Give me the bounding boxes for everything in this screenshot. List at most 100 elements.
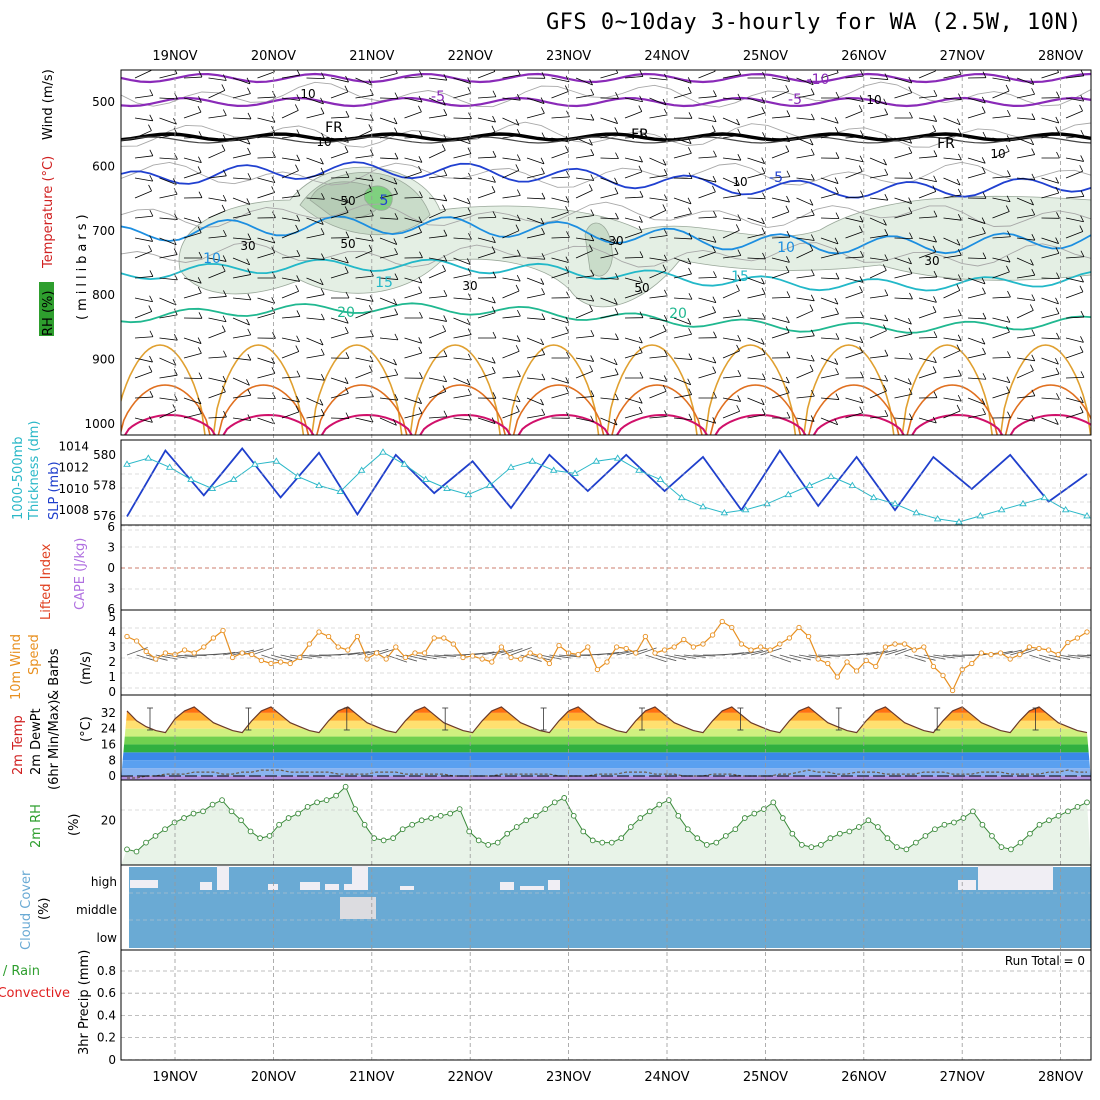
wind-barb: [992, 356, 1011, 359]
wind-barb: [1090, 317, 1091, 319]
wind-barb: [943, 315, 962, 319]
rh2m-point: [437, 812, 444, 819]
wind-barb: [845, 397, 863, 404]
wind-barb: [379, 177, 398, 185]
wind10m-point: [988, 651, 994, 658]
wind-barb-tick: [222, 109, 227, 116]
wind-barb-tick: [1007, 109, 1011, 117]
temp-band: [121, 736, 1091, 745]
wind-barb-tick: [345, 231, 350, 238]
wind-barb-tick: [958, 70, 962, 75]
wind-barb-tick: [370, 330, 374, 337]
wind-barb-tick: [419, 311, 423, 319]
wind-barb-tick: [859, 346, 863, 353]
temp-contour-label: FR: [937, 136, 955, 152]
wind-barb: [869, 330, 887, 339]
wind-barb-tick: [957, 249, 962, 256]
wind-barb-tick: [320, 348, 325, 356]
wind-barb-tick: [468, 414, 472, 421]
date-label-top: 23NOV: [546, 49, 591, 64]
wind-barb: [551, 317, 569, 324]
wind-barb: [551, 332, 569, 339]
rh2m-point: [694, 835, 701, 842]
rh2m-point: [941, 821, 948, 828]
wind-barb-tick: [516, 395, 521, 402]
wind-barb-tick: [688, 172, 693, 179]
rh2m-point: [171, 819, 178, 826]
wind10m-barb: [693, 654, 716, 657]
wind-barb: [673, 213, 692, 219]
wind-barb: [722, 230, 740, 239]
wind-barb: [404, 217, 422, 224]
wind-barb: [1065, 135, 1084, 139]
cloud-high: [352, 866, 368, 890]
wind-barb: [771, 176, 790, 179]
wind-barb: [477, 417, 496, 424]
wind-barb-tick: [712, 417, 717, 424]
wind-barb-tick: [932, 366, 937, 373]
wind-barb-tick: [246, 318, 250, 326]
rh2m-point: [266, 833, 273, 839]
wind-barb-tick: [810, 234, 815, 241]
wind-barb-tick: [221, 325, 226, 332]
wind-barb-tick: [564, 85, 569, 92]
wind10m-point: [1017, 651, 1023, 658]
wind-barb-tick: [590, 114, 595, 121]
wind-barb: [208, 137, 227, 142]
wind-barb-tick: [1056, 272, 1060, 279]
wind-barb: [1090, 337, 1091, 339]
wind-barb: [698, 276, 717, 279]
wind-barb-tick: [835, 91, 840, 99]
temp-band: [121, 768, 1091, 777]
wind-barb: [526, 112, 545, 119]
wind-barb: [232, 274, 251, 279]
wind-barb: [159, 277, 178, 281]
wind-barb: [869, 355, 888, 359]
wind-barb: [355, 215, 374, 219]
wind-barb: [673, 137, 692, 144]
wind-barb-tick: [884, 349, 889, 356]
wind10m-barb: [818, 654, 841, 657]
thickness-point: [272, 457, 281, 464]
wind-barb-tick: [712, 236, 717, 243]
wind-barb: [502, 117, 520, 126]
wind-barb-tick: [835, 247, 839, 254]
wind-barb: [698, 297, 716, 304]
rh2m-point: [1055, 812, 1062, 819]
wind-barb: [747, 97, 765, 104]
wind-barb: [649, 77, 668, 81]
cloud-level-label: low: [97, 931, 118, 945]
wind-barb: [967, 317, 986, 320]
wind-barb-tick: [345, 110, 350, 118]
rh2m-point: [561, 795, 568, 801]
wind-barb: [894, 317, 912, 325]
wind-barb: [918, 417, 937, 424]
wind-barb: [943, 277, 962, 281]
wind-barb-tick: [369, 149, 374, 156]
wind-barb-tick: [761, 287, 766, 295]
rh2m-point: [532, 812, 539, 819]
wind-barb-tick: [565, 266, 569, 273]
wind10m-point: [863, 657, 869, 664]
wind-barb-tick: [809, 78, 814, 85]
rh-legend-swatch: [39, 282, 54, 336]
wind-barb-tick: [393, 298, 398, 305]
wind-barb: [845, 277, 864, 283]
wind10m-barb: [213, 651, 236, 656]
wind-barb: [1065, 110, 1083, 119]
rh2m-point: [894, 844, 900, 850]
wind10m-point: [642, 633, 649, 640]
rh-contour: [121, 241, 1091, 268]
wind-barb-tick: [541, 373, 546, 381]
rh2m-point: [247, 828, 254, 835]
wind-barb-tick: [908, 257, 912, 265]
wind-barb-tick: [345, 291, 350, 299]
wind-barb-tick: [737, 154, 742, 161]
wind10m-barb: [1029, 654, 1051, 663]
wind-barb: [453, 257, 471, 265]
rh2m-point: [304, 803, 311, 810]
wind-barb-tick: [957, 274, 962, 281]
wind-barb: [428, 257, 447, 262]
thickness-point: [635, 466, 643, 473]
wind-barb-tick: [149, 295, 153, 302]
